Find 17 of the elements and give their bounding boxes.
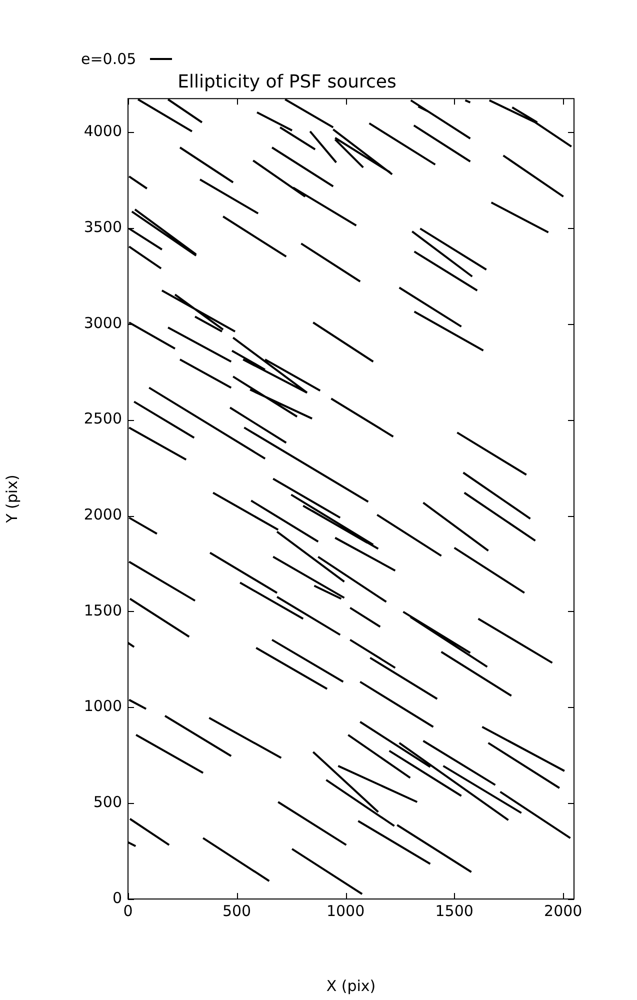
- y-tick-label: 1500: [84, 601, 122, 620]
- x-tick-label: 1500: [435, 902, 474, 920]
- x-tick-label: 2000: [544, 902, 582, 920]
- text: e=0.05: [81, 50, 136, 68]
- y-tick-label: 4000: [84, 122, 122, 140]
- x-tick-label: 500: [222, 902, 252, 920]
- y-tick-label: 3500: [84, 218, 122, 236]
- y-tick-label: 2000: [84, 505, 122, 524]
- chart-title: Ellipticity of PSF sources: [178, 71, 396, 92]
- y-tick-label: 3000: [84, 314, 122, 332]
- y-tick-label: 1000: [84, 697, 122, 716]
- x-axis-title: X (pix): [326, 976, 376, 995]
- y-tick-label: 2500: [84, 410, 122, 428]
- y-tick-label: 500: [93, 793, 122, 812]
- x-tick-label: 1000: [326, 902, 365, 920]
- y-tick-label: 0: [112, 888, 122, 907]
- y-axis-title: Y (pix): [2, 474, 21, 524]
